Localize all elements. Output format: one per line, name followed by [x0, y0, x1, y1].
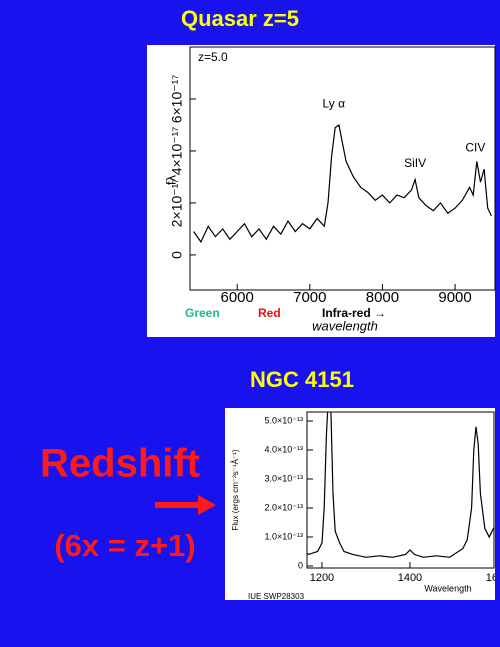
x-tick-label: 6000	[221, 289, 254, 306]
band-label: Infra-red →	[322, 306, 386, 320]
y-tick-label: 4.0×10⁻¹³	[264, 444, 303, 454]
y-tick-label: 2.0×10⁻¹³	[264, 502, 303, 512]
band-label: Green	[185, 306, 220, 320]
y-tick-label: 2×10⁻¹⁷	[169, 179, 185, 228]
y-tick-label: 3.0×10⁻¹³	[264, 473, 303, 483]
redshift-label: Redshift	[40, 442, 200, 486]
chart-title: Quasar z=5	[181, 6, 299, 31]
x-tick-label: 1200	[310, 572, 334, 584]
y-tick-label: 5.0×10⁻¹³	[264, 415, 303, 425]
plot-frame	[306, 411, 495, 569]
spectrum-line	[193, 123, 492, 244]
formula: (6x = z+1)	[54, 528, 195, 563]
y-axis-label: Flux (ergs cm⁻²s⁻¹Å⁻¹)	[231, 449, 240, 530]
annotation: Ly α	[323, 96, 346, 110]
chart: 6000 7000 8000 9000 0 2×10⁻¹⁷ 4×10⁻¹⁷ 6×10⁻¹⁷ wa…	[163, 46, 496, 333]
annotation: z=5.0	[198, 50, 228, 64]
y-axis-label: fλ	[163, 174, 178, 185]
chart: 1200 1400 1600 0 1.0×10⁻¹³ 2.0×10⁻¹³ 3.0×10⁻¹³…	[231, 411, 500, 601]
annotation: CIV	[465, 141, 485, 155]
x-axis-label: wavelength	[312, 318, 378, 333]
annotation: SiIV	[404, 156, 426, 170]
plot-frame	[189, 46, 496, 291]
x-tick-label: 1600	[486, 572, 500, 584]
y-tick-label: 0	[298, 560, 303, 570]
y-tick-label: 0	[169, 251, 185, 259]
band-label: Red	[258, 306, 281, 320]
x-tick-label: 7000	[293, 289, 326, 306]
annotation: IUE SWP28303	[248, 592, 305, 601]
x-tick-label: 8000	[366, 289, 399, 306]
chart-background	[147, 45, 495, 337]
spectrum-line	[307, 412, 494, 558]
chart-title: NGC 4151	[250, 367, 354, 392]
y-tick-label: 6×10⁻¹⁷	[169, 75, 185, 124]
arrow	[155, 495, 216, 515]
x-axis-label: Wavelength	[424, 583, 471, 593]
y-tick-label: 4×10⁻¹⁷	[169, 127, 185, 176]
y-tick-label: 1.0×10⁻¹³	[264, 531, 303, 541]
x-tick-label: 1400	[398, 572, 422, 584]
x-tick-label: 9000	[438, 289, 471, 306]
